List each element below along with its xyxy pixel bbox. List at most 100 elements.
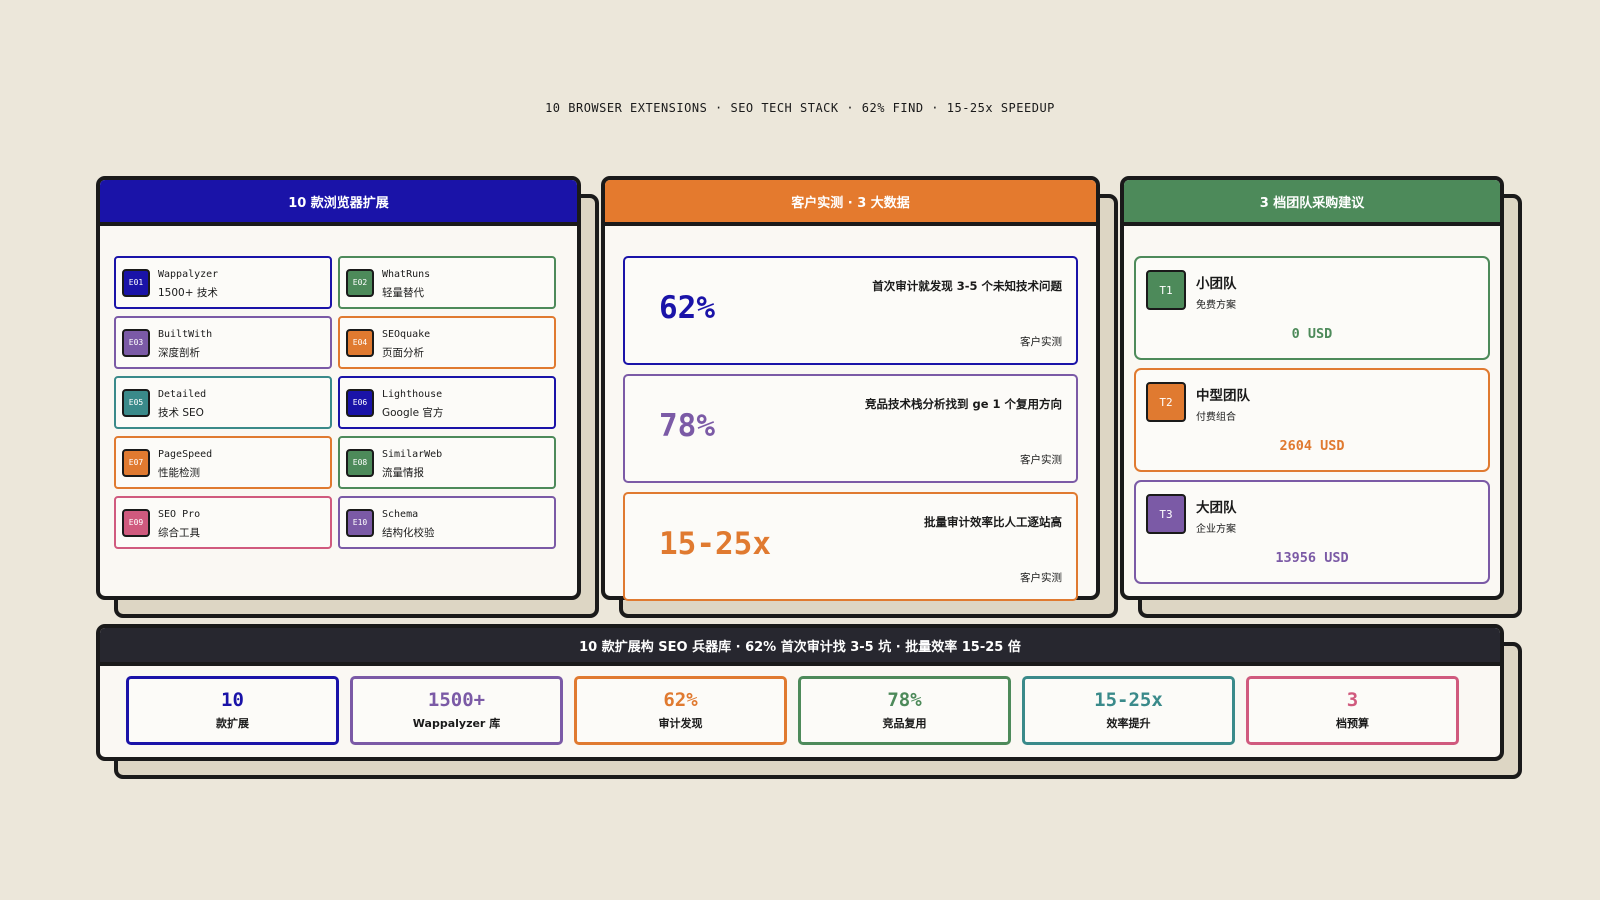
extension-card: E10 Schema 结构化校验 [338,496,556,549]
panel-title: 3 档团队采购建议 [1124,180,1500,226]
extension-desc: 综合工具 [158,527,200,539]
tier-list: T1 小团队 免费方案 0 USD T2 中型团队 付费组合 2604 USD T3 大团队 企业方… [1124,226,1500,584]
stat-note: 客户实测 [1020,572,1062,584]
stat-desc: 批量审计效率比人工逐站高 [924,515,1062,529]
stats-panel: 客户实测 · 3 大数据 62% 首次审计就发现 3-5 个未知技术问题 客户实测 7… [601,176,1118,618]
tiers-panel: 3 档团队采购建议 T1 小团队 免费方案 0 USD T2 中型团队 付费组合 2604 U… [1120,176,1522,618]
kpi-card: 78% 竞品复用 [798,676,1011,745]
tier-price: 0 USD [1291,326,1333,342]
extension-code: E02 [346,268,374,297]
stat-value: 62% [659,290,715,326]
stat-card: 62% 首次审计就发现 3-5 个未知技术问题客户实测 [623,256,1078,365]
extension-card: E09 SEO Pro 综合工具 [114,496,332,549]
stat-value: 78% [659,408,715,444]
extension-code: E04 [346,328,374,357]
extension-name: SEOquake [382,329,431,340]
stat-card: 78% 竞品技术栈分析找到 ge 1 个复用方向客户实测 [623,374,1078,483]
kpi-value: 78% [887,689,922,711]
extension-desc: 页面分析 [382,347,424,359]
extension-text: Lighthouse Google 官方 [382,385,443,420]
stat-desc: 竞品技术栈分析找到 ge 1 个复用方向 [864,397,1062,411]
kpi-label: 款扩展 [216,717,249,730]
stat-desc: 首次审计就发现 3-5 个未知技术问题 [872,279,1062,293]
extension-desc: 轻量替代 [382,287,424,299]
extension-code: E01 [122,268,150,297]
extension-card: E03 BuiltWith 深度剖析 [114,316,332,369]
extension-code: E08 [346,448,374,477]
extension-code: E09 [122,508,150,537]
extension-code: E07 [122,448,150,477]
kpi-card: 15-25x 效率提升 [1022,676,1235,745]
tier-price: 13956 USD [1275,550,1349,566]
extension-code: E10 [346,508,374,537]
kpi-value: 15-25x [1094,689,1163,711]
extension-text: Wappalyzer 1500+ 技术 [158,265,218,300]
extension-name: BuiltWith [158,329,213,340]
extension-text: SimilarWeb 流量情报 [382,445,442,480]
stat-list: 62% 首次审计就发现 3-5 个未知技术问题客户实测 78% 竞品技术栈分析找到 g… [605,226,1096,601]
tier-desc: 付费组合 [1196,412,1236,423]
kpi-card: 3 档预算 [1246,676,1459,745]
extension-code: E06 [346,388,374,417]
kpi-card: 1500+ Wappalyzer 库 [350,676,563,745]
extension-text: Schema 结构化校验 [382,505,435,540]
kpi-label: 效率提升 [1106,717,1151,730]
kpi-label: 档预算 [1336,717,1369,730]
tier-code: T3 [1146,494,1186,534]
tier-card: T1 小团队 免费方案 0 USD [1134,256,1490,360]
kpi-label: 审计发现 [658,717,703,730]
stat-card: 15-25x 批量审计效率比人工逐站高客户实测 [623,492,1078,601]
extension-desc: 1500+ 技术 [158,287,218,299]
kpi-card: 62% 审计发现 [574,676,787,745]
extension-name: Lighthouse [382,389,443,400]
extension-card: E01 Wappalyzer 1500+ 技术 [114,256,332,309]
kpi-value: 10 [221,689,244,711]
extension-text: SEOquake 页面分析 [382,325,430,360]
tier-card: T2 中型团队付费组合 2604 USD [1134,368,1490,472]
kpi-row: 10 款扩展 1500+ Wappalyzer 库 62% 审计发现 78% 竞品复用 15-2… [100,666,1500,745]
extension-text: PageSpeed 性能检测 [158,445,212,480]
extension-text: BuiltWith 深度剖析 [158,325,212,360]
tier-name: 小团队 [1196,276,1237,292]
summary-panel: 10 款扩展构 SEO 兵器库 · 62% 首次审计找 3-5 坑 · 批量效率… [96,624,1522,779]
extension-desc: 技术 SEO [158,407,204,419]
kpi-card: 10 款扩展 [126,676,339,745]
extension-desc: 结构化校验 [382,527,435,539]
extension-name: SEO Pro [158,509,201,520]
extension-card: E05 Detailed 技术 SEO [114,376,332,429]
tier-desc: 免费方案 [1196,300,1236,311]
page-title: 10 BROWSER EXTENSIONS · SEO TECH STACK ·… [545,101,1055,115]
extension-text: SEO Pro 综合工具 [158,505,200,540]
extensions-panel: 10 款浏览器扩展 E01 Wappalyzer 1500+ 技术 E02 WhatRu… [96,176,599,618]
tier-name: 中型团队 [1196,388,1250,404]
kpi-value: 3 [1346,689,1359,711]
extension-card: E06 Lighthouse Google 官方 [338,376,556,429]
extension-name: Schema [382,509,419,520]
extension-name: SimilarWeb [382,449,443,460]
kpi-value: 62% [663,689,698,711]
panel-title: 客户实测 · 3 大数据 [605,180,1096,226]
extension-card: E04 SEOquake 页面分析 [338,316,556,369]
stat-value: 15-25x [659,526,771,562]
extension-card: E07 PageSpeed 性能检测 [114,436,332,489]
extension-name: WhatRuns [382,269,431,280]
extension-name: PageSpeed [158,449,213,460]
kpi-value: 1500+ [427,689,486,711]
extension-desc: 性能检测 [158,467,200,479]
extension-text: WhatRuns 轻量替代 [382,265,430,300]
summary-title: 10 款扩展构 SEO 兵器库 · 62% 首次审计找 3-5 坑 · 批量效率… [100,628,1500,666]
kpi-label: Wappalyzer 库 [412,717,501,730]
tier-code: T2 [1146,382,1186,422]
extension-text: Detailed 技术 SEO [158,385,206,420]
tier-price: 2604 USD [1279,438,1345,454]
tier-card: T3 大团队 企业方案 13956 USD [1134,480,1490,584]
extension-code: E03 [122,328,150,357]
stat-note: 客户实测 [1020,454,1062,466]
extension-desc: 流量情报 [382,467,424,479]
extension-card: E02 WhatRuns 轻量替代 [338,256,556,309]
panel-title: 10 款浏览器扩展 [100,180,577,226]
stat-note: 客户实测 [1020,336,1062,348]
extension-card: E08 SimilarWeb 流量情报 [338,436,556,489]
tier-desc: 企业方案 [1196,524,1236,535]
